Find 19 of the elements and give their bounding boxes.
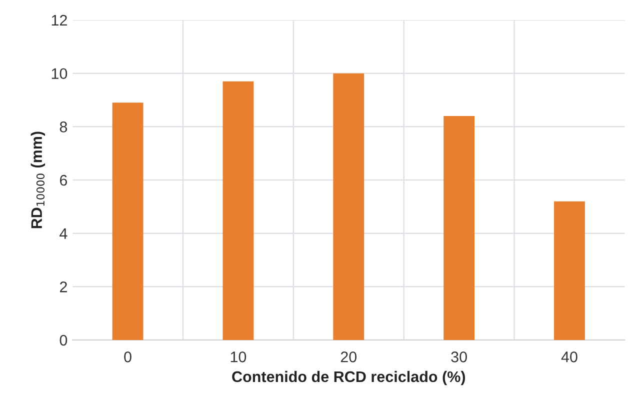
y-tick-label: 0: [60, 334, 68, 346]
y-tick-label: 12: [52, 14, 67, 26]
bar: [333, 73, 364, 340]
y-tick-label: 2: [60, 282, 67, 292]
x-tick-label: 0: [124, 352, 132, 362]
y-tick-label: 4: [60, 228, 68, 239]
bar: [554, 201, 585, 340]
x-tick-label: 20: [340, 352, 357, 362]
bar: [222, 81, 254, 340]
y-axis-title: RD$_{10000}$ (mm): [30, 132, 46, 228]
x-tick-label: 30: [451, 352, 467, 362]
bar: [112, 102, 144, 340]
x-axis-title: Contenido de RCD reciclado (%): [232, 370, 466, 386]
y-tick-label: 10: [52, 68, 68, 80]
x-tick-label: 40: [561, 352, 578, 362]
y-tick-label: 6: [60, 174, 68, 186]
bar: [444, 116, 475, 340]
y-tick-label: 8: [60, 122, 68, 132]
x-tick-label: 10: [230, 352, 246, 362]
